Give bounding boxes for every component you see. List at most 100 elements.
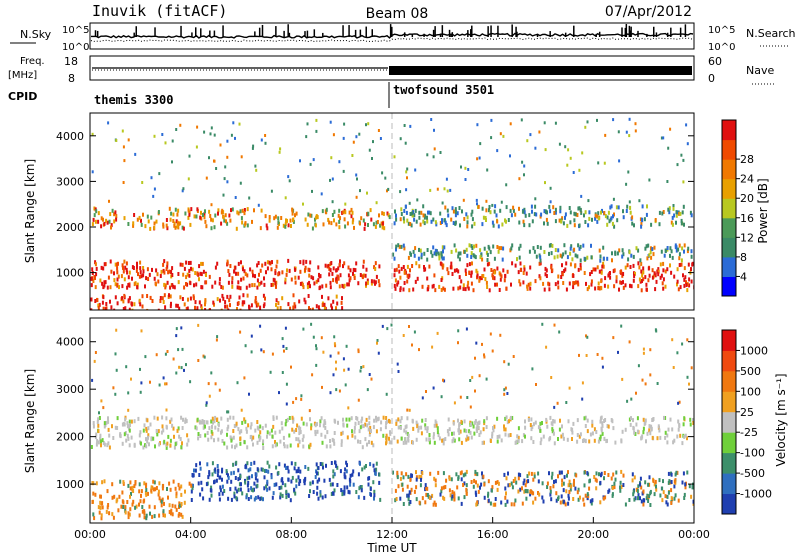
velocity-echo-cell	[116, 416, 119, 421]
velocity-echo-cell	[469, 379, 472, 382]
velocity-echo-cell	[420, 477, 422, 482]
velocity-echo-cell	[292, 419, 295, 424]
velocity-echo-cell	[204, 433, 207, 438]
velocity-echo-cell	[131, 502, 134, 507]
power-echo-cell	[365, 281, 368, 286]
power-echo-cell	[149, 226, 152, 231]
power-echo-cell	[426, 215, 428, 220]
power-echo-cell	[655, 279, 658, 284]
power-echo-cell	[173, 221, 176, 226]
power-echo-cell	[103, 280, 106, 285]
power-echo-cell	[464, 166, 467, 170]
power-echo-cell	[628, 250, 631, 255]
velocity-echo-cell	[223, 441, 226, 446]
velocity-echo-cell	[285, 402, 288, 406]
velocity-echo-cell	[377, 351, 380, 355]
velocity-echo-cell	[287, 493, 290, 498]
velocity-echo-cell	[143, 498, 146, 503]
power-echo-cell	[615, 279, 618, 284]
power-echo-cell	[306, 285, 309, 290]
velocity-echo-cell	[386, 327, 389, 331]
power-echo-cell	[441, 256, 444, 261]
velocity-echo-cell	[601, 365, 604, 369]
power-echo-cell	[123, 259, 126, 264]
velocity-echo-cell	[588, 439, 591, 444]
power-echo-cell	[409, 124, 412, 128]
power-echo-cell	[559, 205, 562, 210]
velocity-echo-cell	[508, 483, 511, 487]
velocity-echo-cell	[504, 486, 507, 491]
velocity-echo-cell	[472, 424, 475, 429]
velocity-echo-cell	[98, 416, 101, 420]
power-echo-cell	[344, 224, 347, 229]
power-echo-cell	[669, 253, 671, 258]
velocity-echo-cell	[93, 359, 96, 363]
velocity-echo-cell	[294, 491, 297, 496]
power-echo-cell	[202, 269, 205, 274]
power-echo-cell	[629, 210, 632, 215]
velocity-echo-cell	[199, 420, 202, 425]
velocity-echo-cell	[148, 504, 151, 509]
velocity-echo-cell	[524, 434, 526, 439]
velocity-echo-cell	[576, 439, 579, 444]
power-echo-cell	[470, 251, 473, 256]
power-echo-cell	[626, 263, 629, 268]
power-echo-cell	[414, 279, 417, 284]
velocity-colorbar-tick-label: 500	[740, 365, 761, 378]
power-echo-cell	[613, 284, 616, 289]
power-echo-cell	[407, 255, 410, 260]
velocity-echo-cell	[233, 424, 236, 428]
velocity-echo-cell	[124, 505, 127, 510]
velocity-echo-cell	[158, 513, 161, 518]
power-echo-cell	[181, 189, 184, 193]
velocity-echo-cell	[230, 471, 233, 476]
velocity-echo-cell	[364, 422, 367, 427]
velocity-echo-cell	[290, 479, 293, 484]
velocity-echo-cell	[576, 418, 579, 423]
power-echo-cell	[371, 157, 373, 160]
velocity-echo-cell	[642, 426, 645, 431]
velocity-echo-cell	[180, 326, 183, 330]
velocity-echo-cell	[591, 431, 594, 436]
power-echo-cell	[175, 303, 178, 308]
power-echo-cell	[526, 139, 529, 143]
power-echo-cell	[140, 274, 143, 279]
velocity-echo-cell	[261, 426, 264, 431]
velocity-echo-cell	[476, 483, 479, 488]
power-echo-cell	[468, 262, 471, 267]
velocity-echo-cell	[372, 425, 375, 430]
velocity-echo-cell	[681, 480, 684, 485]
power-echo-cell	[292, 218, 294, 223]
velocity-echo-cell	[343, 472, 346, 477]
velocity-echo-cell	[139, 390, 142, 394]
power-echo-cell	[556, 254, 559, 259]
velocity-echo-cell	[432, 435, 435, 440]
power-echo-cell	[333, 218, 335, 223]
power-echo-cell	[426, 219, 429, 224]
power-echo-cell	[255, 168, 258, 172]
velocity-echo-cell	[317, 466, 320, 470]
velocity-echo-cell	[359, 425, 362, 430]
velocity-echo-cell	[125, 365, 128, 369]
power-echo-cell	[414, 246, 417, 251]
velocity-echo-cell	[250, 486, 253, 491]
velocity-echo-cell	[296, 423, 299, 428]
power-echo-cell	[568, 281, 571, 286]
velocity-echo-cell	[252, 442, 254, 447]
velocity-echo-cell	[448, 488, 451, 493]
power-echo-cell	[644, 246, 647, 251]
velocity-echo-cell	[158, 481, 161, 486]
velocity-echo-cell	[332, 438, 335, 443]
velocity-echo-cell	[385, 392, 388, 396]
power-echo-cell	[321, 294, 323, 299]
velocity-echo-cell	[571, 430, 574, 435]
velocity-echo-cell	[362, 424, 365, 429]
power-echo-cell	[452, 286, 455, 291]
power-echo-cell	[510, 282, 512, 287]
power-echo-cell	[573, 247, 576, 252]
velocity-echo-cell	[546, 485, 549, 489]
velocity-echo-cell	[500, 438, 503, 443]
velocity-echo-cell	[670, 501, 673, 505]
velocity-echo-cell	[531, 367, 534, 371]
velocity-echo-cell	[457, 476, 460, 481]
